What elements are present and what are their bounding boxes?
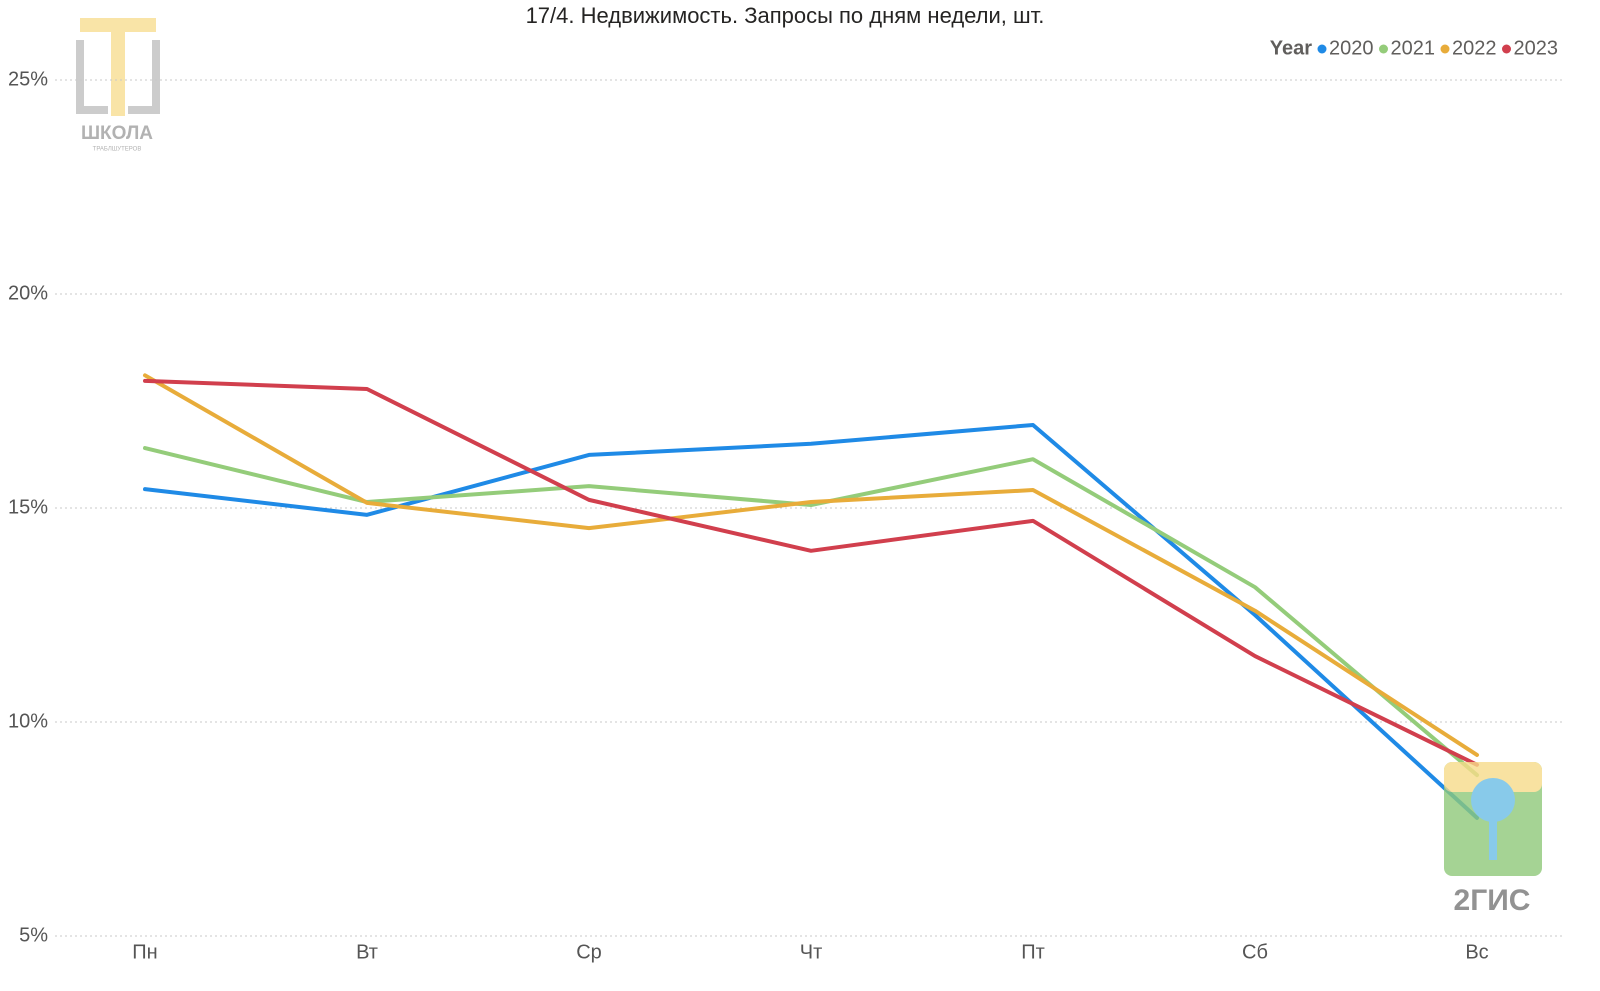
legend-marker — [1317, 44, 1327, 54]
series-line — [143, 446, 1479, 778]
series-line — [143, 422, 1479, 820]
x-tick-label: Сб — [1242, 941, 1268, 963]
y-tick-label: 15% — [8, 496, 48, 518]
legend-label: 2022 — [1452, 37, 1497, 59]
series-line — [143, 378, 1479, 767]
legend-marker — [1440, 44, 1450, 54]
legend-label: 2021 — [1391, 37, 1436, 59]
x-tick-label: Пт — [1021, 941, 1045, 963]
x-tick-label: Чт — [800, 941, 823, 963]
x-tick-label: Пн — [132, 941, 157, 963]
y-tick-label: 25% — [8, 68, 48, 90]
legend-label: 2020 — [1329, 37, 1374, 59]
logo-2gis: 2ГИС — [1444, 762, 1542, 917]
y-tick-label: 10% — [8, 710, 48, 732]
logo-school: ШКОЛА ТРАБЛШУТЕРОВ — [76, 18, 160, 153]
series-line — [143, 373, 1479, 757]
y-tick-label: 5% — [19, 924, 48, 946]
x-tick-label: Вс — [1465, 941, 1488, 963]
legend-marker — [1502, 44, 1511, 54]
x-tick-label: Вт — [356, 941, 378, 963]
x-tick-label: Ср — [576, 941, 602, 963]
legend: 2023 2022 2021 2020 Year — [1270, 37, 1558, 59]
y-tick-label: 20% — [8, 282, 48, 304]
chart-title: 17/4. Недвижимость. Запросы по дням неде… — [526, 3, 1045, 28]
logo-text: ТРАБЛШУТЕРОВ — [93, 147, 142, 153]
legend-marker — [1379, 44, 1388, 54]
logo-text: ШКОЛА — [81, 123, 153, 144]
legend-label: 2023 — [1514, 37, 1559, 59]
logo-text: 2ГИС — [1454, 884, 1531, 917]
legend-title: Year — [1270, 37, 1312, 59]
